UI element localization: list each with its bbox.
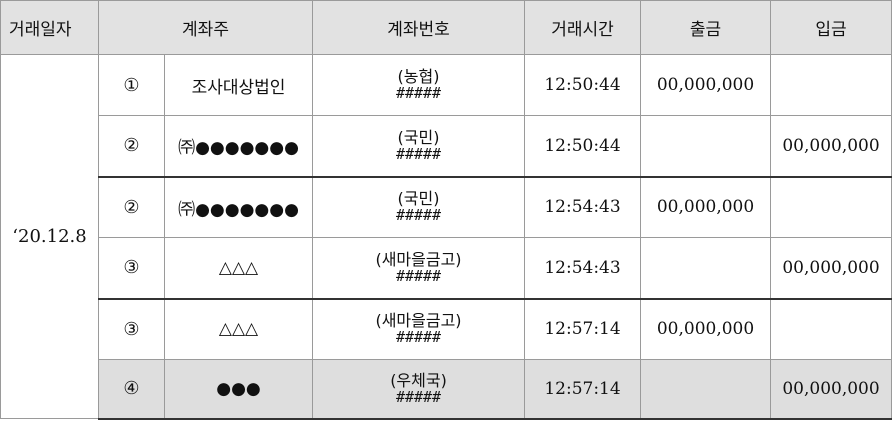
deposit-amount <box>770 297 892 360</box>
account-number: ##### <box>395 84 442 102</box>
account-cell: (국민) ##### <box>312 115 526 177</box>
deposit-amount: 00,000,000 <box>770 115 892 177</box>
transaction-date: ‘20.12.8 <box>0 54 99 419</box>
withdrawal-amount <box>640 115 772 177</box>
table-row: ③ △△△ (새마을금고) ##### 12:54:43 00,000,000 <box>1 237 892 299</box>
table-row: ‘20.12.8 ① 조사대상법인 (농협) ##### 12:50:44 00… <box>0 54 892 419</box>
table-row: ② ㈜●●●●●●● (국민) ##### 12:50:44 00,000,00… <box>1 115 892 177</box>
header-account-no: 계좌번호 <box>312 0 526 55</box>
account-holder: 조사대상법인 <box>163 54 314 116</box>
account-holder: △△△ <box>163 237 314 299</box>
account-cell: (새마을금고) ##### <box>312 297 526 360</box>
account-cell: (새마을금고) ##### <box>312 237 526 299</box>
account-cell: (국민) ##### <box>312 175 526 238</box>
account-number: ##### <box>395 144 442 163</box>
row-number: ② <box>98 175 165 238</box>
account-holder: ㈜●●●●●●● <box>163 175 314 238</box>
bank-name: (국민) <box>397 189 440 209</box>
deposit-amount <box>770 54 892 116</box>
bank-name: (우체국) <box>390 370 447 390</box>
table-row: ② ㈜●●●●●●● (국민) ##### 12:54:43 00,000,00… <box>1 175 892 238</box>
withdrawal-amount <box>640 237 772 299</box>
bank-name: (농협) <box>397 67 440 86</box>
deposit-amount: 00,000,000 <box>770 237 892 299</box>
account-number: ##### <box>395 328 442 347</box>
deposit-amount <box>770 175 892 238</box>
account-cell: (우체국) ##### <box>312 359 526 420</box>
header-row: 거래일자 계좌주 계좌번호 거래시간 출금 입금 <box>0 0 892 55</box>
header-holder: 계좌주 <box>97 0 314 55</box>
row-number: ② <box>98 115 165 177</box>
bank-name: (새마을금고) <box>375 311 462 331</box>
account-holder: ●●● <box>163 359 314 420</box>
withdrawal-amount <box>640 359 772 420</box>
row-number: ④ <box>98 359 165 420</box>
deposit-amount: 00,000,000 <box>770 359 892 420</box>
account-cell: (농협) ##### <box>312 54 526 116</box>
account-number: ##### <box>395 206 442 225</box>
bank-name: (국민) <box>397 127 440 147</box>
transaction-time: 12:54:43 <box>524 175 642 238</box>
withdrawal-amount: 00,000,000 <box>640 54 772 116</box>
withdrawal-amount: 00,000,000 <box>640 175 772 238</box>
transaction-time: 12:50:44 <box>524 54 642 116</box>
header-time: 거래시간 <box>524 0 642 55</box>
header-date: 거래일자 <box>0 0 99 55</box>
withdrawal-amount: 00,000,000 <box>640 297 772 360</box>
account-holder: ㈜●●●●●●● <box>163 115 314 177</box>
header-deposit: 입금 <box>770 0 892 55</box>
bank-name: (새마을금고) <box>375 249 462 269</box>
transaction-time: 12:50:44 <box>524 115 642 177</box>
row-number: ① <box>98 54 165 116</box>
row-number: ③ <box>98 237 165 299</box>
transaction-time: 12:57:14 <box>524 297 642 360</box>
table-row: ③ △△△ (새마을금고) ##### 12:57:14 00,000,000 <box>1 297 892 360</box>
transaction-time: 12:57:14 <box>524 359 642 420</box>
header-withdrawal: 출금 <box>640 0 772 55</box>
row-number: ③ <box>98 297 165 360</box>
table-row: ④ ●●● (우체국) ##### 12:57:14 00,000,000 <box>1 359 892 420</box>
account-number: ##### <box>395 387 442 406</box>
transaction-time: 12:54:43 <box>524 237 642 299</box>
account-number: ##### <box>395 266 442 285</box>
account-holder: △△△ <box>163 297 314 360</box>
